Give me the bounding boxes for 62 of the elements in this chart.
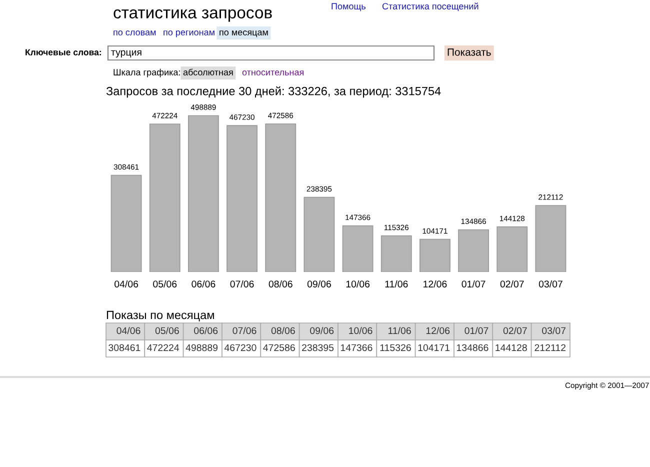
text: Помощь (332, 3, 366, 12)
category-label: 10/06 (349, 326, 372, 334)
bar (149, 124, 180, 272)
text: Ключевые слова: (26, 49, 101, 56)
x-tick-label: 11/06 (385, 280, 408, 288)
bar (226, 125, 258, 272)
text: Статистика посещений (382, 2, 478, 12)
text: по месяцам (220, 30, 268, 38)
text: относительная (242, 70, 304, 76)
text: Показать (448, 48, 491, 56)
data-label: 134866 (456, 344, 488, 352)
text: по словам (114, 30, 156, 36)
chart-subtitle: Запросов за последние 30 дней: 333226, за период: 3315754 (106, 86, 441, 98)
x-tick-label: 08/06 (268, 280, 292, 288)
x-tick-label: 06/06 (192, 280, 216, 288)
category-label: 01/07 (464, 326, 488, 334)
bar (496, 226, 528, 272)
text: Шкала графика: (114, 68, 180, 78)
bar (110, 174, 142, 272)
x-tick-label: 10/06 (346, 280, 370, 288)
data-label: 238395 (302, 344, 334, 352)
bar (380, 235, 412, 272)
text: Показы по месяцам (106, 310, 214, 322)
x-tick-label: 07/06 (230, 280, 254, 288)
x-tick-label: 01/07 (462, 280, 486, 288)
bar (188, 115, 219, 272)
chart-title: статистика запросов (114, 9, 272, 22)
bar (535, 205, 566, 272)
data-label: 498889 (186, 344, 218, 352)
x-tick-label: 04/06 (114, 280, 138, 288)
category-label: 04/06 (116, 326, 140, 334)
data-label: 115326 (380, 344, 411, 352)
bar (342, 225, 374, 272)
bar (419, 238, 450, 272)
category-label: 08/06 (271, 326, 295, 334)
data-label: 212112 (534, 344, 566, 352)
bar (265, 123, 296, 272)
category-label: 12/06 (426, 326, 450, 334)
category-label: 06/06 (194, 326, 218, 334)
data-label: 104171 (418, 344, 450, 352)
category-label: 05/06 (155, 326, 179, 334)
x-tick-label: 12/06 (424, 280, 447, 288)
data-label: 147366 (340, 344, 372, 352)
bar (304, 196, 335, 272)
x-tick-label: 05/06 (153, 280, 177, 288)
x-tick-label: 09/06 (307, 280, 331, 288)
data-label: 308461 (108, 344, 140, 352)
data-label: 472224 (147, 344, 180, 352)
category-label: 02/07 (503, 326, 527, 334)
category-label: 07/06 (232, 326, 256, 334)
text: абсолютная (183, 68, 233, 76)
x-tick-label: 02/07 (500, 280, 524, 288)
data-label: 472586 (263, 344, 295, 352)
category-label: 09/06 (310, 326, 334, 334)
category-label: 03/07 (542, 326, 566, 334)
data-label: 144128 (496, 344, 527, 352)
data-label: 467230 (224, 344, 256, 352)
x-tick-label: 03/07 (538, 280, 562, 288)
category-label: 11/06 (388, 326, 411, 334)
text: по регионам (164, 30, 214, 38)
bar (458, 229, 490, 272)
text: турция (111, 50, 142, 58)
